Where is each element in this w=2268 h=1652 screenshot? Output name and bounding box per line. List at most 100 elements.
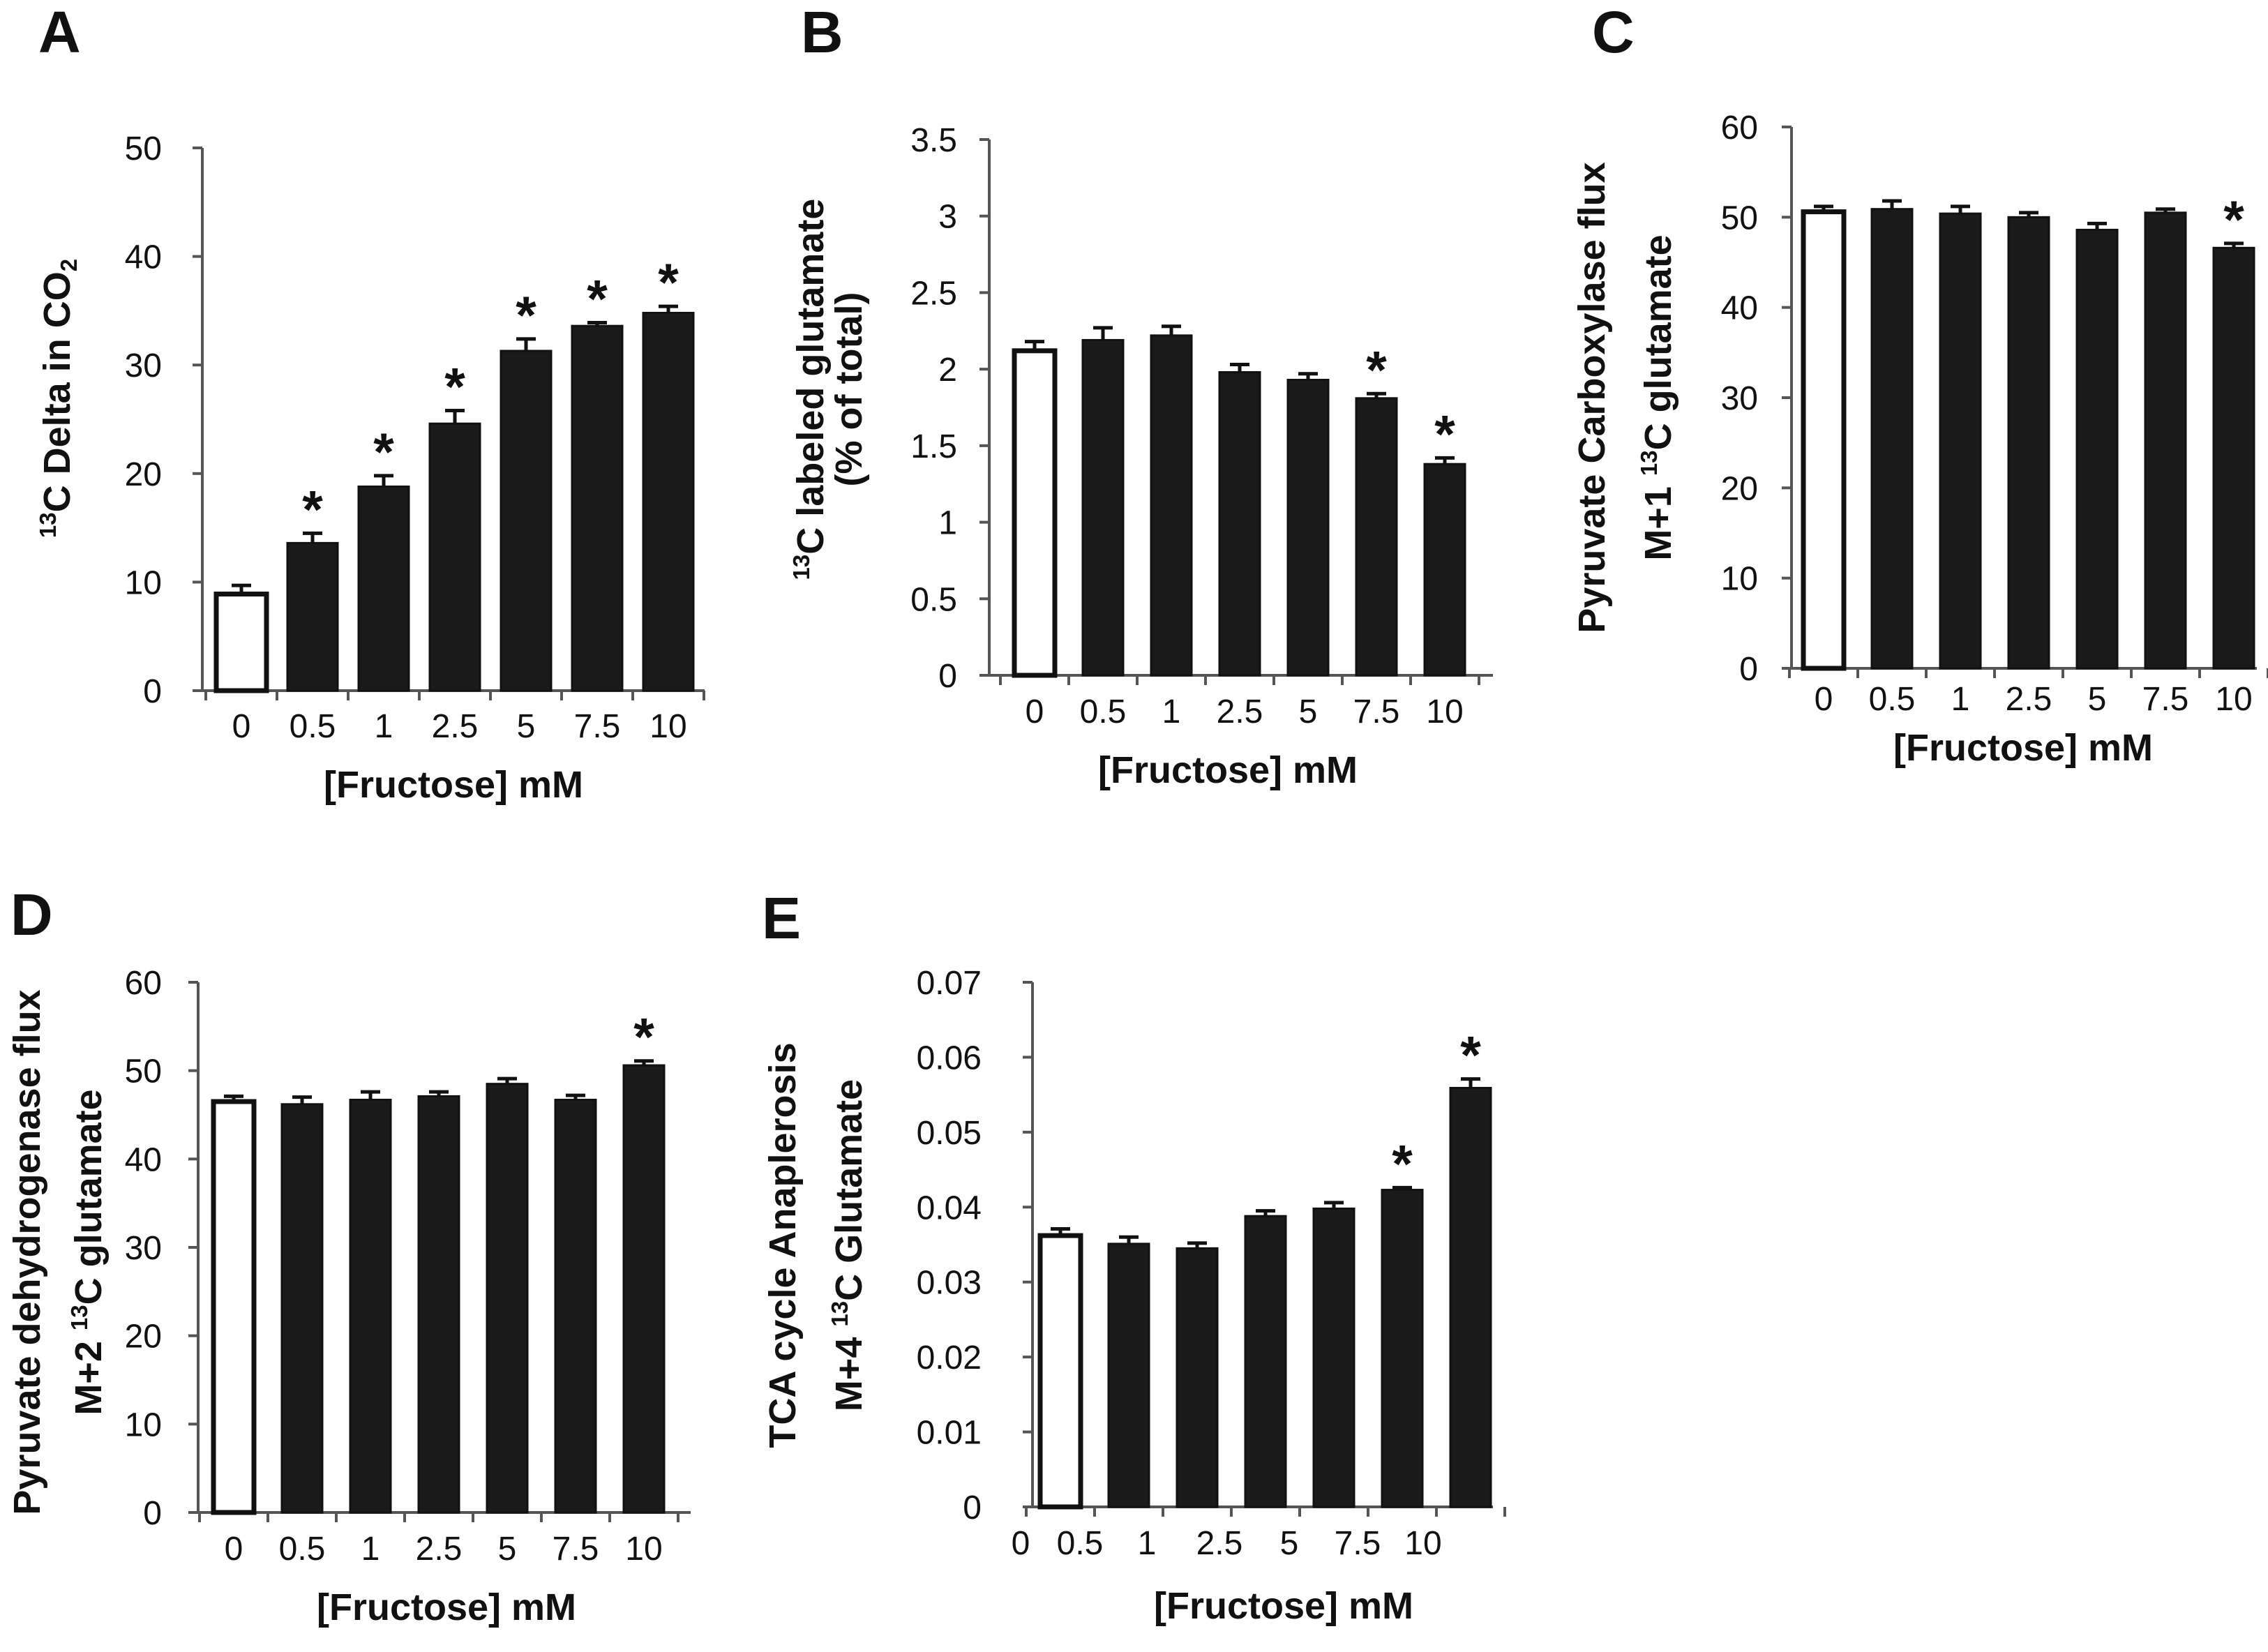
x-tick-label: 1 bbox=[1138, 1525, 1157, 1562]
x-tick-label: 10 bbox=[649, 708, 686, 745]
significance-marker: * bbox=[1434, 405, 1455, 464]
significance-marker: * bbox=[516, 286, 536, 345]
bar bbox=[213, 592, 269, 693]
significance-marker: * bbox=[1392, 1134, 1413, 1194]
x-tick-label: 2.5 bbox=[416, 1531, 463, 1568]
y-tick-label: 2 bbox=[938, 352, 957, 389]
y-axis-title: 13C labeled glutamate bbox=[788, 199, 832, 580]
y-axis-title: M+4 13C Glutamate bbox=[827, 1079, 870, 1411]
y-axis-title: TCA cycle Anaplerosis bbox=[762, 1042, 804, 1448]
bar bbox=[417, 1095, 460, 1514]
x-tick-label: 5 bbox=[498, 1531, 517, 1568]
x-tick-label: 5 bbox=[517, 708, 536, 745]
x-tick-label: 2.5 bbox=[1196, 1525, 1243, 1562]
bar bbox=[1801, 209, 1847, 671]
y-tick-label: 0.5 bbox=[910, 581, 957, 618]
y-tick-label: 60 bbox=[125, 965, 162, 1002]
panel-letter: A bbox=[38, 0, 81, 65]
y-axis-title: M+2 13C glutamate bbox=[66, 1089, 110, 1415]
y-tick-label: 0.07 bbox=[917, 965, 982, 1002]
y-tick-label: 0.02 bbox=[917, 1339, 982, 1376]
x-axis-title: [Fructose] mM bbox=[324, 764, 583, 806]
y-tick-label: 0 bbox=[143, 1495, 162, 1532]
bar bbox=[286, 541, 339, 692]
chart-panel-c: C 0 10 20 30 40 50 60 0 0.5 1 2.5 5 7.5 * 10 [Fructose] … bbox=[1571, 0, 2268, 769]
panel-letter: D bbox=[10, 882, 53, 947]
y-tick-label: 50 bbox=[125, 130, 162, 167]
bar bbox=[1423, 463, 1466, 677]
x-tick-label: 0.5 bbox=[1057, 1525, 1104, 1562]
y-tick-label: 0.06 bbox=[917, 1039, 982, 1076]
bar bbox=[1081, 338, 1125, 677]
y-tick-label: 20 bbox=[125, 456, 162, 493]
bar bbox=[1244, 1215, 1287, 1508]
x-tick-label: 2.5 bbox=[1217, 693, 1263, 730]
y-tick-label: 40 bbox=[125, 239, 162, 276]
x-tick-label: 5 bbox=[2088, 681, 2107, 718]
bar bbox=[1012, 348, 1058, 678]
significance-marker: * bbox=[1366, 340, 1387, 400]
x-tick-label: 0 bbox=[1012, 1525, 1030, 1562]
y-tick-label: 0 bbox=[963, 1489, 982, 1526]
bar bbox=[2212, 246, 2255, 670]
bar bbox=[428, 422, 481, 692]
y-axis-title: Pyruvate Carboxylase flux bbox=[1571, 162, 1613, 633]
significance-marker: * bbox=[444, 358, 465, 417]
x-tick-label: 1 bbox=[1162, 693, 1181, 730]
y-tick-label: 60 bbox=[1721, 110, 1758, 147]
significance-marker: * bbox=[2223, 190, 2244, 250]
y-tick-label: 0.01 bbox=[917, 1415, 982, 1452]
x-tick-label: 10 bbox=[1426, 693, 1463, 730]
x-axis-title: [Fructose] mM bbox=[317, 1586, 576, 1628]
bar bbox=[486, 1083, 529, 1514]
bar bbox=[1218, 371, 1261, 677]
bar bbox=[1312, 1207, 1355, 1508]
x-tick-label: 0 bbox=[1815, 681, 1833, 718]
x-tick-label: 10 bbox=[2215, 681, 2252, 718]
y-tick-label: 1 bbox=[938, 505, 957, 542]
significance-marker: * bbox=[658, 253, 679, 313]
bar bbox=[1870, 208, 1914, 670]
y-tick-label: 40 bbox=[125, 1141, 162, 1178]
x-tick-label: 0 bbox=[225, 1531, 243, 1568]
x-tick-label: 7.5 bbox=[553, 1531, 599, 1568]
bar bbox=[1176, 1247, 1219, 1508]
panel-letter: B bbox=[801, 0, 843, 65]
bar bbox=[1939, 212, 1982, 670]
bar bbox=[2075, 228, 2119, 670]
bar bbox=[1107, 1242, 1150, 1508]
bar bbox=[622, 1064, 666, 1514]
x-axis-title: [Fructose] mM bbox=[1893, 727, 2153, 769]
y-tick-label: 40 bbox=[1721, 290, 1758, 327]
y-axis-title: Pyruvate dehydrogenase flux bbox=[6, 989, 48, 1515]
chart-panel-a: A 0 10 20 30 40 50 0 * 0.5 * 1 * 2.5 * 5 * 7.5 * 10 [Fructos… bbox=[35, 0, 705, 806]
x-tick-label: 5 bbox=[1280, 1525, 1299, 1562]
y-tick-label: 10 bbox=[125, 1406, 162, 1443]
x-tick-label: 0.5 bbox=[279, 1531, 326, 1568]
y-tick-label: 3 bbox=[938, 199, 957, 236]
chart-panel-e: E 0 0.01 0.02 0.03 0.04 0.05 0.06 0.07 0 0.5 1 2.5 5 *… bbox=[762, 885, 1506, 1627]
y-tick-label: 1.5 bbox=[910, 428, 957, 465]
panel-letter: C bbox=[1592, 0, 1635, 65]
bar bbox=[500, 350, 553, 692]
bar bbox=[357, 485, 410, 692]
bar bbox=[1355, 397, 1398, 677]
x-tick-label: 10 bbox=[1404, 1525, 1441, 1562]
y-axis-title: 13C Delta in CO2 bbox=[35, 259, 82, 538]
chart-panel-b: B 0 0.5 1 1.5 2 2.5 3 3.5 0 0.5 1 2.5 5 * 7.5 * 10 [Fructo… bbox=[788, 0, 1493, 791]
y-tick-label: 30 bbox=[125, 347, 162, 384]
bar bbox=[1381, 1189, 1424, 1508]
x-tick-label: 0.5 bbox=[1080, 693, 1127, 730]
y-tick-label: 50 bbox=[1721, 200, 1758, 236]
x-axis-title: [Fructose] mM bbox=[1154, 1585, 1413, 1627]
bar bbox=[1150, 334, 1193, 677]
x-tick-label: 2.5 bbox=[432, 708, 479, 745]
y-tick-label: 0 bbox=[938, 658, 957, 695]
x-tick-label: 7.5 bbox=[1353, 693, 1400, 730]
bar bbox=[2007, 216, 2050, 670]
x-tick-label: 7.5 bbox=[574, 708, 621, 745]
y-tick-label: 10 bbox=[1721, 561, 1758, 598]
bar bbox=[571, 324, 624, 692]
y-tick-label: 50 bbox=[125, 1053, 162, 1090]
